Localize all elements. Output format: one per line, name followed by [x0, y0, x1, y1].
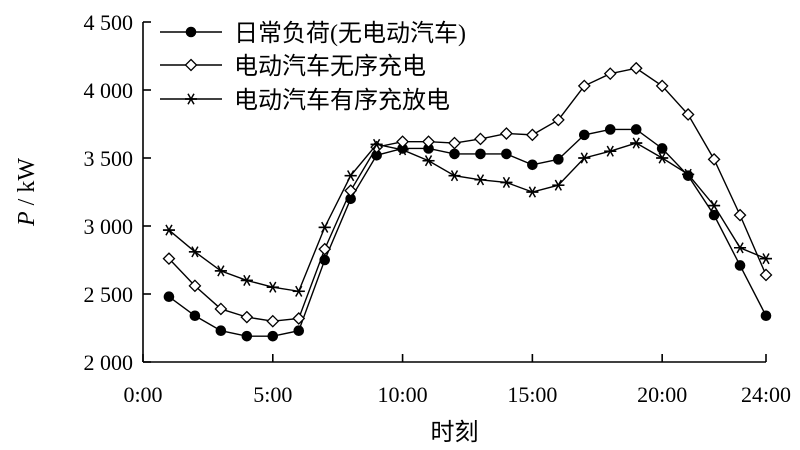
data-point-asterisk: [474, 174, 487, 186]
data-point-circle: [734, 260, 746, 271]
x-tick-label: 20:00: [637, 382, 687, 407]
data-point-asterisk: [682, 168, 695, 180]
series-circle: [163, 124, 772, 342]
x-tick-label: 24:00: [741, 382, 791, 407]
data-point-asterisk: [708, 200, 721, 212]
data-point-asterisk: [266, 281, 279, 293]
data-point-diamond: [184, 58, 198, 72]
data-point-circle: [604, 124, 616, 135]
x-tick-label: 0:00: [123, 382, 162, 407]
data-point-diamond: [214, 302, 228, 316]
y-axis-title: P / kW: [14, 158, 40, 227]
data-point-asterisk: [760, 253, 772, 265]
data-point-circle: [708, 209, 720, 221]
data-point-asterisk: [396, 144, 409, 156]
data-point-circle: [163, 291, 175, 303]
legend-item: 日常负荷(无电动汽车): [160, 20, 466, 47]
data-point-diamond: [318, 242, 332, 256]
y-tick-label: 2 000: [84, 350, 134, 375]
data-point-asterisk: [318, 221, 331, 233]
y-axis-title-unit: / kW: [14, 158, 40, 212]
data-point-diamond: [292, 312, 306, 325]
data-point-diamond: [396, 135, 410, 149]
data-point-diamond: [448, 136, 461, 150]
data-point-diamond: [603, 67, 617, 81]
data-point-asterisk: [630, 137, 643, 149]
data-point-circle: [553, 154, 564, 165]
data-point-asterisk: [604, 145, 617, 157]
data-point-circle: [578, 129, 590, 141]
legend-item: 电动汽车无序充电: [160, 53, 426, 80]
x-tick-label: 10:00: [378, 382, 428, 407]
legend-label: 日常负荷(无电动汽车): [234, 20, 466, 47]
data-point-circle: [656, 143, 668, 154]
series-layer: [162, 61, 773, 342]
data-point-diamond: [629, 61, 643, 75]
data-point-diamond: [525, 128, 539, 142]
data-point-circle: [475, 148, 486, 160]
y-tick-label: 3 500: [84, 146, 134, 171]
legend-label: 电动汽车无序充电: [234, 53, 426, 80]
data-point-asterisk: [578, 152, 591, 164]
data-point-circle: [241, 330, 253, 342]
data-point-asterisk: [292, 285, 305, 297]
data-point-asterisk: [344, 170, 357, 182]
series-line: [168, 142, 767, 293]
data-point-diamond: [733, 208, 747, 222]
data-point-diamond: [577, 79, 591, 93]
data-point-asterisk: [162, 224, 175, 236]
data-point-asterisk: [240, 274, 253, 286]
data-point-diamond: [240, 310, 254, 324]
axes: 2 000 2 500 3 000 3 500 4 000 4 500 0:00 5:00 10…: [84, 10, 792, 407]
data-point-diamond: [759, 268, 773, 282]
data-point-diamond: [551, 113, 565, 127]
data-point-asterisk: [656, 152, 669, 164]
data-point-asterisk: [526, 186, 539, 198]
data-point-circle: [215, 325, 227, 337]
data-point-asterisk: [734, 242, 747, 254]
x-axis-title: 时刻: [431, 419, 479, 446]
data-point-asterisk: [188, 246, 201, 258]
legend-item: 电动汽车有序充放电: [160, 87, 450, 114]
data-point-diamond: [266, 314, 280, 328]
data-point-diamond: [499, 127, 513, 140]
data-point-circle: [449, 148, 460, 160]
data-point-circle: [185, 26, 197, 38]
x-tick-label: 5:00: [253, 382, 292, 407]
data-point-diamond: [422, 135, 435, 149]
data-point-asterisk: [448, 170, 461, 182]
data-point-circle: [527, 159, 538, 171]
y-tick-label: 2 500: [84, 282, 134, 307]
series-line: [168, 128, 767, 337]
data-point-circle: [760, 310, 772, 322]
data-point-asterisk: [214, 265, 227, 277]
x-tick-label: 15:00: [507, 382, 557, 407]
data-point-asterisk: [422, 155, 435, 167]
data-point-diamond: [655, 79, 669, 93]
data-point-diamond: [681, 108, 695, 121]
data-point-diamond: [188, 279, 202, 293]
y-tick-label: 4 000: [84, 78, 134, 103]
y-axis-title-symbol: P: [14, 211, 40, 227]
data-point-diamond: [162, 252, 176, 266]
data-point-circle: [267, 330, 279, 342]
data-point-diamond: [707, 152, 721, 166]
data-point-circle: [501, 148, 512, 160]
data-point-asterisk: [552, 179, 565, 191]
data-point-circle: [189, 310, 201, 322]
data-point-asterisk: [370, 138, 383, 150]
series-asterisk: [162, 137, 772, 297]
y-tick-label: 3 000: [84, 214, 134, 239]
data-point-asterisk: [185, 93, 197, 105]
series-diamond: [162, 61, 773, 328]
data-point-circle: [630, 124, 642, 135]
data-point-asterisk: [500, 176, 513, 189]
y-tick-label: 4 500: [84, 10, 134, 35]
data-point-diamond: [474, 132, 487, 146]
data-point-diamond: [344, 184, 358, 198]
legend-label: 电动汽车有序充放电: [234, 87, 450, 114]
data-point-circle: [293, 325, 305, 337]
